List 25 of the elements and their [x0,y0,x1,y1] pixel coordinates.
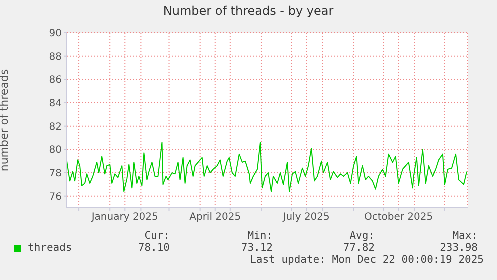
y-tick-label: 86 [49,75,62,86]
line-series [67,142,468,192]
text: 73.12 [241,242,273,254]
text: Max: [452,230,478,242]
x-tick-label: July 2025 [282,212,330,224]
text: Min: [248,230,273,242]
y-tick-label: 90 [49,28,62,40]
y-tick-label: 84 [49,98,62,110]
y-tick-label: 78 [49,168,62,180]
x-tick-label: January 2025 [90,212,158,224]
text: Cur: [144,230,170,242]
y-tick-label: 82 [49,122,62,133]
legend-label: threads [27,242,72,254]
y-tick-label: 88 [49,52,62,63]
y-tick-label: 76 [49,192,62,203]
text: Avg: [350,230,375,242]
text: Last update: Mon Dec 22 00:00:19 2025 [250,254,484,266]
x-tick-label: April 2025 [190,212,242,224]
y-axis-title: number of threads [0,69,11,172]
text: 77.82 [343,242,375,254]
x-tick-label: October 2025 [364,212,434,224]
chart-title: Number of threads - by year [162,4,335,18]
text: 233.98 [440,242,478,254]
y-tick-label: 80 [49,145,62,156]
text: 78.10 [138,242,170,254]
